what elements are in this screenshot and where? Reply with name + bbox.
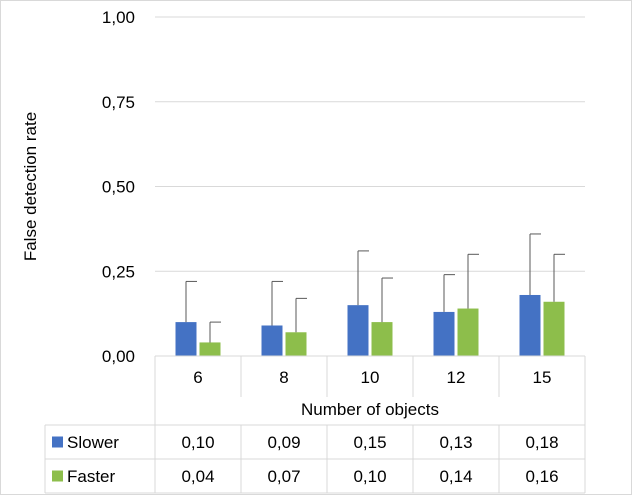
bar-faster-12 xyxy=(457,308,479,356)
data-label: 0,14 xyxy=(439,467,472,486)
x-category-label: 15 xyxy=(533,368,552,387)
y-axis-title: False detection rate xyxy=(21,112,40,261)
data-label: 0,16 xyxy=(525,467,558,486)
bar-slower-6 xyxy=(175,322,197,356)
bar-faster-8 xyxy=(285,332,307,356)
legend-swatch-faster xyxy=(52,470,63,482)
data-label: 0,13 xyxy=(439,433,472,452)
y-tick-label: 0,25 xyxy=(102,262,135,281)
bar-faster-15 xyxy=(543,301,565,356)
x-axis-title: Number of objects xyxy=(301,400,439,419)
data-label: 0,18 xyxy=(525,433,558,452)
data-label: 0,09 xyxy=(267,433,300,452)
legend-label-slower: Slower xyxy=(67,433,119,452)
bar-slower-10 xyxy=(347,305,369,356)
x-category-label: 6 xyxy=(193,368,202,387)
y-tick-label: 1,00 xyxy=(102,8,135,27)
data-label: 0,04 xyxy=(181,467,214,486)
legend-label-faster: Faster xyxy=(67,467,116,486)
y-tick-label: 0,75 xyxy=(102,93,135,112)
data-label: 0,10 xyxy=(181,433,214,452)
legend-swatch-slower xyxy=(52,436,63,448)
x-category-label: 12 xyxy=(447,368,466,387)
bar-slower-12 xyxy=(433,311,455,356)
bar-faster-10 xyxy=(371,322,393,356)
bar-slower-15 xyxy=(519,294,541,356)
bars xyxy=(175,294,565,356)
error-bars xyxy=(185,233,565,343)
data-label: 0,10 xyxy=(353,467,386,486)
x-category-label: 10 xyxy=(361,368,380,387)
y-tick-label: 0,00 xyxy=(102,347,135,366)
data-label: 0,15 xyxy=(353,433,386,452)
y-tick-label: 0,50 xyxy=(102,178,135,197)
data-table: 6 8 10 12 15 Slower 0,10 0,09 0,15 0,13 0,18 Faster… xyxy=(44,355,586,494)
data-label: 0,07 xyxy=(267,467,300,486)
x-category-label: 8 xyxy=(279,368,288,387)
y-axis-ticks: 0,00 0,25 0,50 0,75 1,00 xyxy=(102,8,135,366)
gridlines xyxy=(155,16,585,272)
bar-faster-6 xyxy=(199,342,221,356)
bar-slower-8 xyxy=(261,325,283,356)
